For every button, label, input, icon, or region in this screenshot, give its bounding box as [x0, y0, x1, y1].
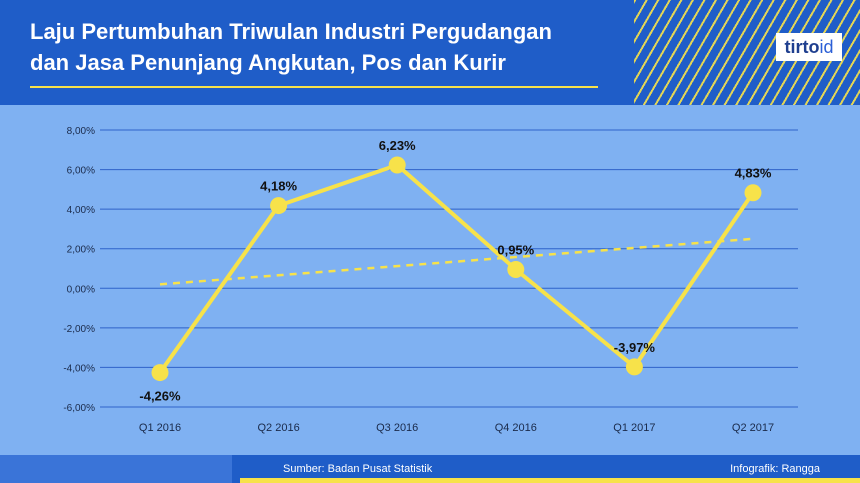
page-title: Laju Pertumbuhan Triwulan Industri Pergu… [30, 16, 610, 78]
title-line-1: Laju Pertumbuhan Triwulan Industri Pergu… [30, 19, 552, 44]
y-tick-label: 4,00% [67, 205, 95, 216]
y-tick-label: -2,00% [63, 324, 95, 335]
y-tick-label: -4,00% [63, 363, 95, 374]
logo-suffix: id [819, 37, 834, 57]
x-tick-label: Q1 2017 [613, 422, 655, 434]
data-point [270, 197, 288, 215]
y-tick-label: -6,00% [63, 403, 95, 414]
y-tick-label: 2,00% [67, 245, 95, 256]
data-label: 4,18% [260, 179, 297, 194]
data-point [151, 364, 169, 382]
header-panel: Laju Pertumbuhan Triwulan Industri Pergu… [0, 0, 634, 105]
line-chart: 8,00% 6,00% 4,00% 2,00% 0,00% -2,00% -4,00% -6,… [63, 126, 798, 434]
data-label: -4,26% [139, 389, 181, 404]
data-label: 6,23% [379, 138, 416, 153]
data-label: 4,83% [735, 166, 772, 181]
trendline [159, 237, 754, 286]
series-line [158, 163, 755, 374]
y-tick-label: 6,00% [67, 166, 95, 177]
x-tick-label: Q2 2016 [257, 422, 299, 434]
data-point [625, 358, 643, 376]
data-point [744, 184, 762, 202]
data-point [507, 260, 525, 278]
x-tick-label: Q3 2016 [376, 422, 418, 434]
data-label: -3,97% [614, 340, 656, 355]
data-label: 0,95% [497, 242, 534, 257]
footer-left-block [0, 455, 232, 483]
source-text: Sumber: Badan Pusat Statistik [283, 463, 433, 475]
x-tick-label: Q1 2016 [139, 422, 181, 434]
footer-accent [240, 478, 860, 483]
x-tick-label: Q2 2017 [732, 422, 774, 434]
tirto-logo: tirtoid [776, 33, 842, 61]
title-line-2: dan Jasa Penunjang Angkutan, Pos dan Kur… [30, 50, 506, 75]
logo-text: tirto [784, 37, 820, 57]
y-tick-label: 8,00% [67, 126, 95, 137]
x-tick-label: Q4 2016 [495, 422, 537, 434]
credit-text: Infografik: Rangga [730, 463, 820, 475]
data-point [388, 156, 406, 174]
y-tick-label: 0,00% [67, 284, 95, 295]
title-underline [30, 86, 598, 88]
